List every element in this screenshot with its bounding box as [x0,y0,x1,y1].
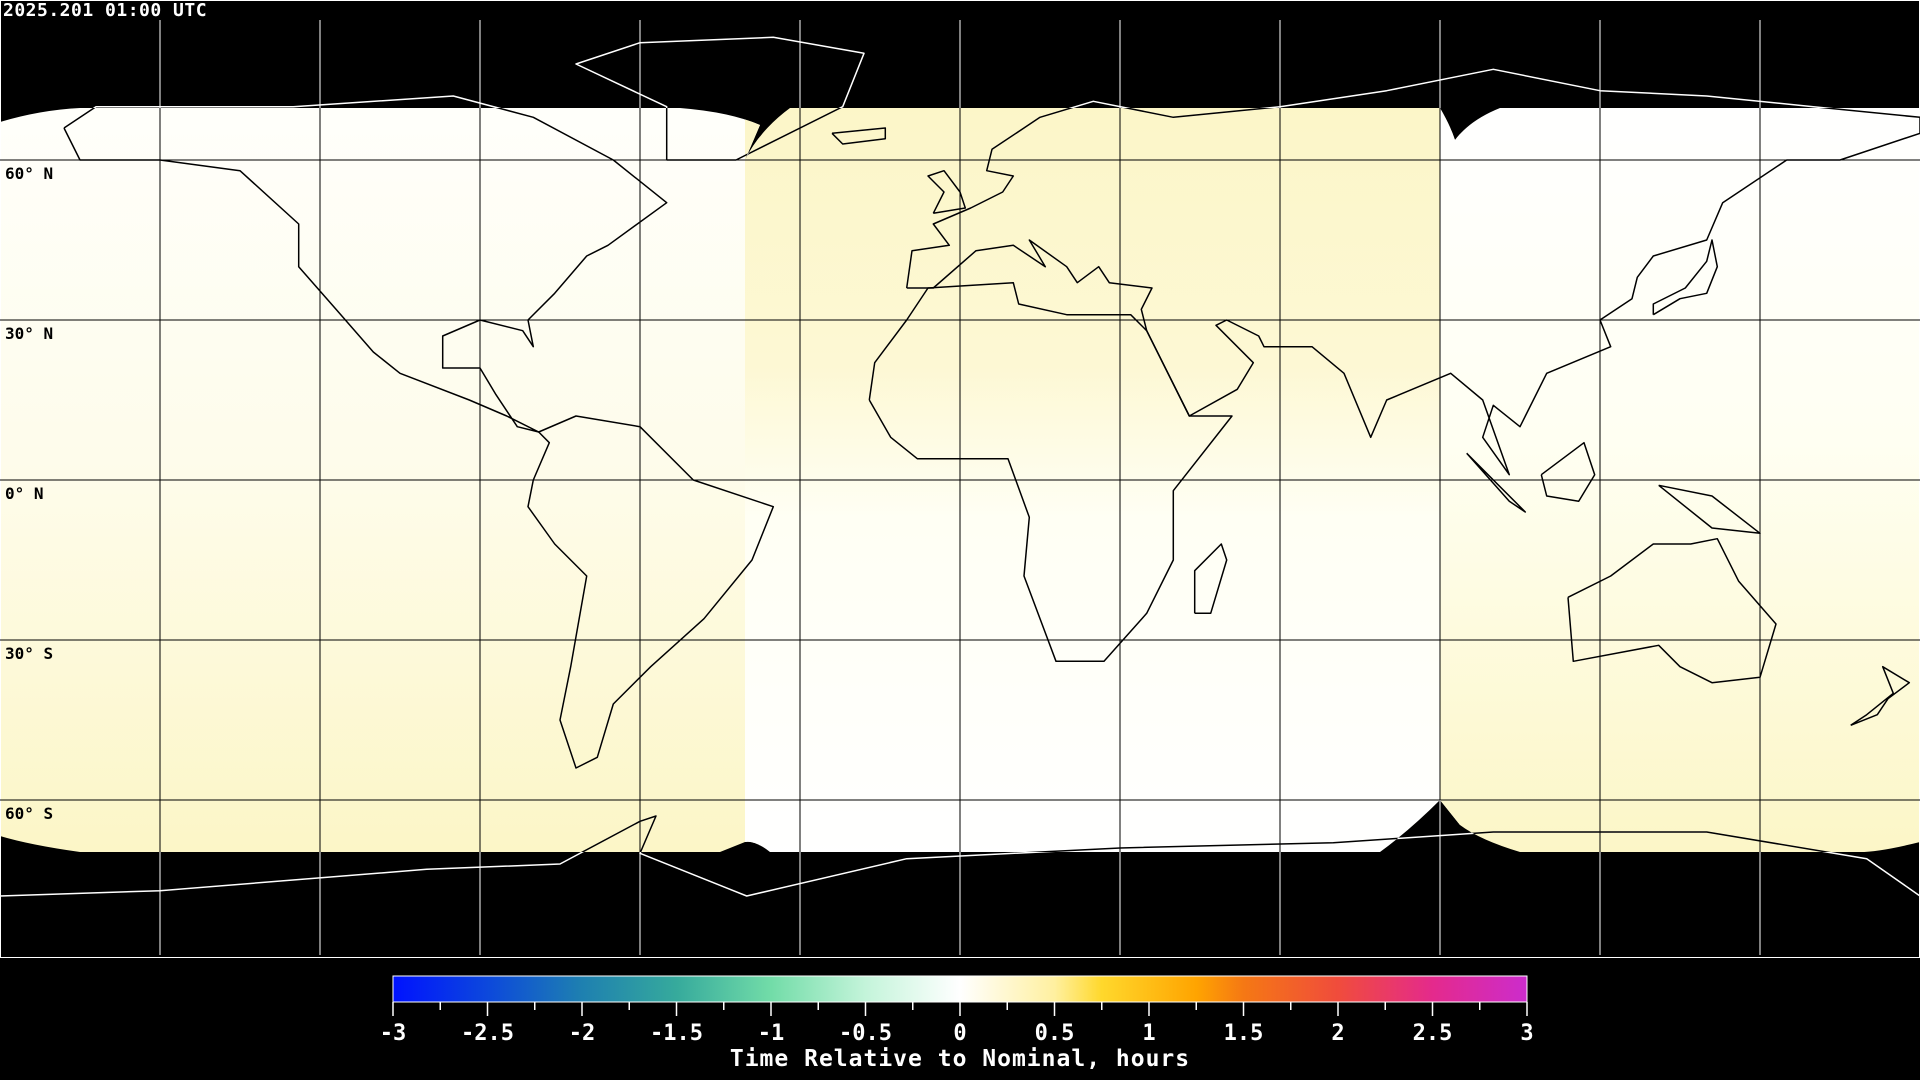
colorbar-tick-label: -1 [758,1021,785,1046]
lat-label-60s: 60° S [5,804,54,823]
lat-label-60n: 60° N [5,164,54,183]
graticule-on-data [0,108,1920,852]
coastline-sumatra [1466,452,1527,513]
colorbar-gradient [392,975,1528,1003]
world-map [0,0,1920,960]
coastline-new-zealand [1850,665,1911,726]
colorbar: -3 -2.5 -2 -1.5 -1 -0.5 0 0.5 1 1.5 2 2.5 3 [380,975,1534,1046]
coastline-new-guinea [1658,484,1761,535]
coastline-north-america [63,108,668,433]
coastline-great-britain [927,169,967,215]
lat-label-30s: 30° S [5,644,54,663]
colorbar-tick-label: -2 [569,1021,596,1046]
colorbar-tick-label: -2.5 [461,1021,514,1046]
colorbar-tick-label: 1 [1142,1021,1155,1046]
colorbar-tick-label: 1.5 [1224,1021,1264,1046]
colorbar-ticks: -3 -2.5 -2 -1.5 -1 -0.5 0 0.5 1 1.5 2 2.5 3 [380,1002,1534,1046]
coastline-madagascar [1193,543,1228,615]
colorbar-tick-label: 3 [1520,1021,1533,1046]
colorbar-tick-label: -1.5 [650,1021,703,1046]
colorbar-title: Time Relative to Nominal, hours [729,1046,1191,1072]
coastline-borneo [1540,441,1596,503]
coastline-japan [1652,239,1719,316]
colorbar-tick-label: 2.5 [1413,1021,1453,1046]
coastline-south-america [527,415,775,769]
coastline-iceland [831,127,887,145]
coastline-australia [1567,537,1777,684]
colorbar-tick-label: -3 [380,1021,407,1046]
lat-label-30n: 30° N [5,324,54,343]
colorbar-tick-label: -0.5 [839,1021,892,1046]
lat-label-0n: 0° N [5,484,44,503]
coastline-antarctica [0,815,1920,852]
coastline-africa [868,281,1233,663]
colorbar-tick-label: 0.5 [1035,1021,1075,1046]
coastline-eurasia [905,108,1920,476]
colorbar-tick-label: 0 [953,1021,966,1046]
coastlines-on-data [0,108,1920,852]
timestamp: 2025.201 01:00 UTC [3,0,208,21]
coastline-greenland [575,108,865,161]
colorbar-tick-label: 2 [1331,1021,1344,1046]
